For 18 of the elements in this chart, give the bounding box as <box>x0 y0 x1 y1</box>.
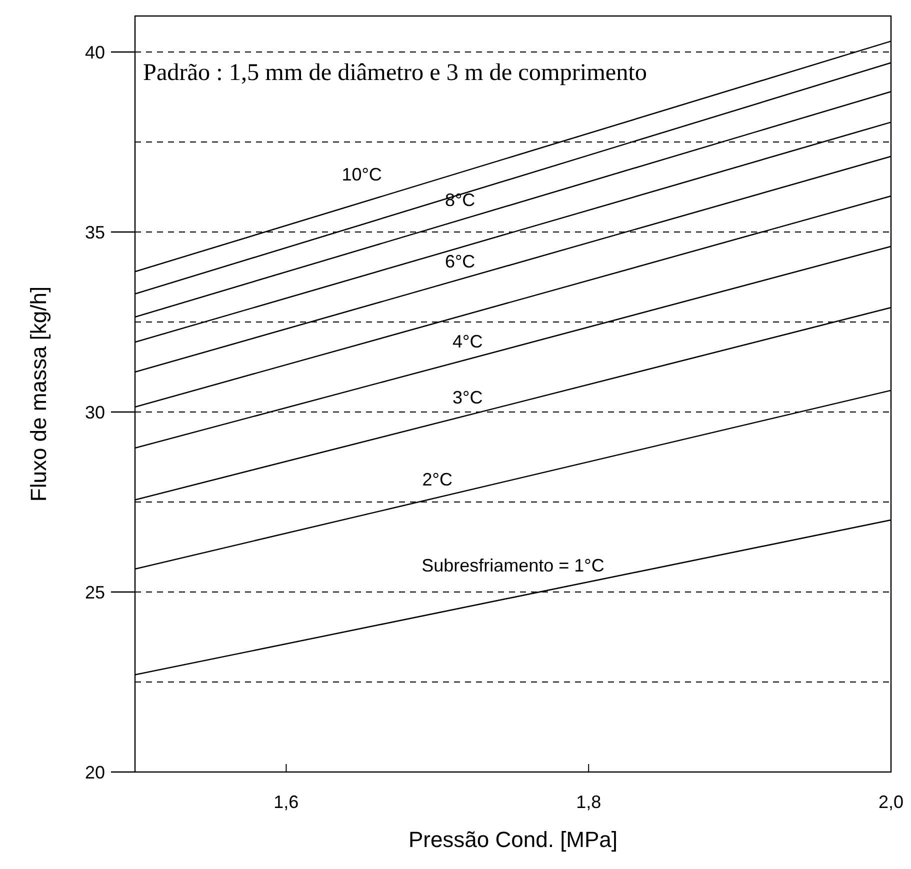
series-label: 8°C <box>444 190 476 210</box>
series-label: 3°C <box>452 387 483 408</box>
series-label: 6°C <box>444 251 476 272</box>
y-tick-label: 40 <box>84 42 105 62</box>
y-tick-label: 30 <box>84 402 105 422</box>
x-tick-label: 2,0 <box>878 792 904 812</box>
series-label: 2°C <box>422 470 453 490</box>
series-label: 4°C <box>452 331 483 352</box>
x-tick-label: 1,8 <box>576 792 602 812</box>
x-axis-title: Pressão Cond. [MPa] <box>408 827 618 852</box>
y-tick-label: 35 <box>84 222 105 242</box>
annotation: Padrão : 1,5 mm de diâmetro e 3 m de comprimento <box>143 60 647 86</box>
y-tick-label: 25 <box>84 582 105 602</box>
series-label: Subresfriamento = 1°C <box>422 555 604 576</box>
y-axis-title: Fluxo de massa [kg/h] <box>26 286 51 502</box>
y-tick-label: 20 <box>84 762 105 782</box>
x-tick-label: 1,6 <box>274 792 299 812</box>
series-label: 10°C <box>342 164 382 184</box>
